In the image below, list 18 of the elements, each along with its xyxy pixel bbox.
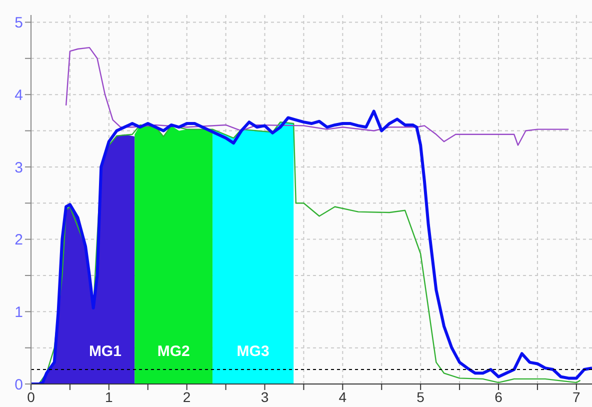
annotation: MG3	[236, 343, 270, 360]
x-tick-label: 4	[338, 388, 347, 405]
y-tick-label: 5	[14, 14, 23, 32]
y-tick-label: 3	[14, 159, 23, 176]
x-tick-label: 7	[572, 388, 581, 405]
annotation: MG1	[88, 343, 122, 360]
x-tick-label: 6	[494, 388, 503, 405]
x-tick-label: 0	[27, 388, 36, 405]
x-tick-label: 5	[416, 388, 425, 405]
y-tick-label: 1	[14, 304, 23, 321]
x-tick-label: 1	[105, 388, 114, 405]
y-tick-label: 0	[14, 376, 23, 394]
annotation: MG2	[157, 343, 190, 360]
x-tick-label: 2	[182, 388, 191, 405]
x-tick-label: 3	[260, 388, 269, 405]
y-tick-label: 4	[14, 86, 23, 104]
y-tick-label: 2	[14, 232, 23, 249]
line-series	[65, 46, 570, 146]
